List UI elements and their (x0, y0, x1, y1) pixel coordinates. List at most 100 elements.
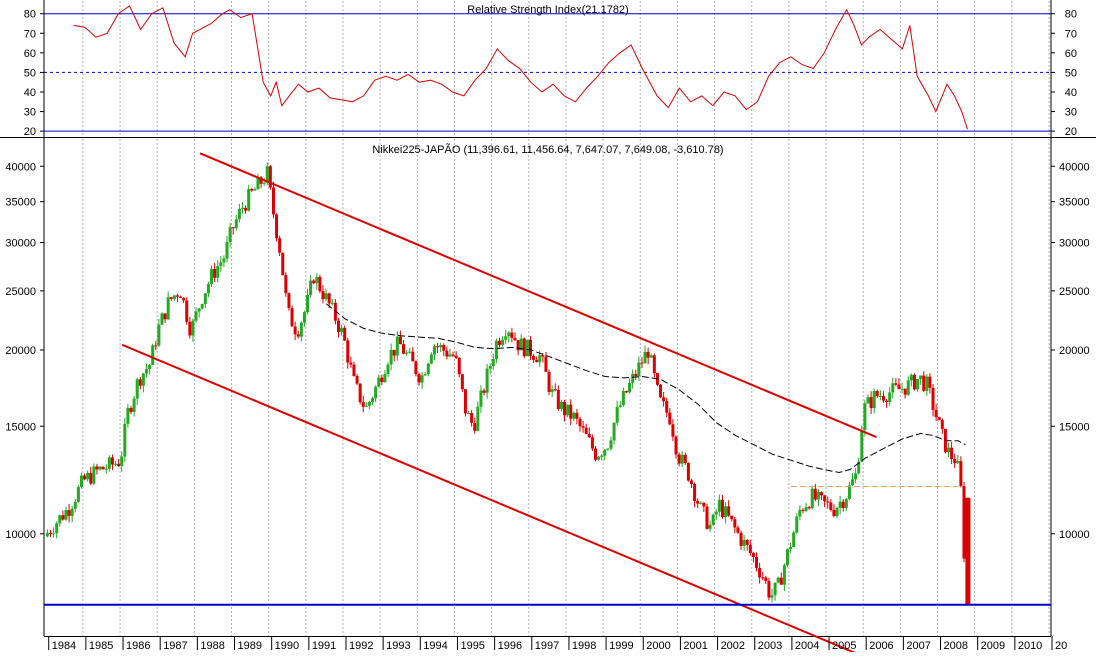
x-tick-label: 1999 (609, 640, 633, 652)
candle-body (457, 357, 461, 375)
candle-body (460, 374, 464, 390)
candle-body (194, 311, 198, 321)
candle-body (405, 352, 409, 354)
price-tick-label-left: 40000 (5, 161, 36, 173)
candle-body (832, 509, 836, 517)
candle-body (414, 361, 418, 375)
candle-body (547, 371, 551, 392)
price-title: Nikkei225-JAPÃO (11,396.61, 11,456.64, 7… (372, 143, 723, 156)
candle-body (52, 533, 56, 535)
candle-body (931, 387, 935, 410)
candle-body (940, 420, 944, 429)
candle-body (860, 430, 864, 462)
candle-body (154, 345, 158, 347)
x-tick-label: 1993 (386, 640, 410, 652)
x-tick-label: 2005 (832, 640, 856, 652)
candle-body (237, 208, 241, 220)
candle-body (343, 328, 347, 341)
candle-body (717, 499, 721, 512)
candle-body (275, 214, 279, 239)
candle-body (947, 447, 951, 453)
x-tick-label: 2004 (795, 640, 819, 652)
candle-body (755, 556, 759, 568)
candle-body (823, 495, 827, 502)
candle-body (213, 268, 217, 278)
candle-body (101, 466, 105, 470)
candle-body (916, 379, 920, 390)
candle-body (402, 344, 406, 354)
candle-body (482, 390, 486, 393)
candle-body (829, 502, 833, 510)
candle-body (262, 182, 266, 184)
candle-body (346, 340, 350, 363)
candle-body (953, 458, 957, 464)
candle-body (702, 502, 706, 507)
candle-body (216, 266, 220, 278)
trend-line (199, 152, 877, 439)
candle-body (166, 297, 170, 320)
candle-body (804, 507, 808, 511)
rsi-tick-label-left: 30 (24, 107, 36, 119)
price-tick-label-left: 25000 (5, 286, 36, 298)
candle-body (61, 515, 65, 520)
candle-body (163, 313, 167, 320)
candle-body (748, 544, 752, 553)
x-tick-label: 2001 (683, 640, 707, 652)
candle-body (374, 386, 378, 399)
candle-body (383, 374, 387, 383)
candle-body (157, 324, 161, 346)
rsi-panel: 20 20 30 30 40 40 50 50 60 60 70 70 80 80 Relative St… (0, 0, 1096, 138)
price-tick-label-right: 15000 (1059, 421, 1090, 433)
candle-body (358, 383, 362, 403)
candle-body (606, 448, 610, 450)
candle-body (693, 484, 697, 501)
candle-body (89, 472, 93, 484)
candle-body (392, 349, 396, 356)
candle-body (705, 506, 709, 529)
candle-body (659, 384, 663, 398)
x-tick-label: 1990 (275, 640, 299, 652)
candle-body (553, 389, 557, 391)
candle-body (309, 280, 313, 295)
candle-body (290, 308, 294, 327)
candle-body (826, 501, 830, 503)
candle-body (426, 363, 430, 375)
candle-body (510, 332, 514, 338)
candle-body (603, 449, 607, 456)
candle-body (785, 549, 789, 566)
x-tick-label: 1995 (460, 640, 484, 652)
candle-body (584, 427, 588, 434)
candle-body (79, 475, 83, 488)
rsi-tick-label-left: 50 (24, 67, 36, 79)
rsi-tick-label-left: 80 (24, 9, 36, 21)
candle-body (820, 492, 824, 496)
candle-body (250, 189, 254, 191)
candle-body (197, 308, 201, 312)
price-candles (45, 162, 971, 605)
candle-body (141, 373, 145, 386)
candle-body (900, 388, 904, 390)
candle-body (813, 488, 817, 500)
candle-body (652, 355, 656, 374)
candle-body (485, 368, 489, 393)
candle-body (761, 577, 765, 579)
rsi-tick-label-left: 40 (24, 87, 36, 99)
candle-body (110, 457, 114, 465)
candle-body (432, 346, 436, 355)
candle-body (708, 524, 712, 529)
candle-body (841, 501, 845, 508)
candle-body (45, 532, 49, 537)
candle-body (377, 377, 381, 387)
candle-body (600, 455, 604, 457)
x-tick-label: 20 (1055, 640, 1067, 652)
candle-body (631, 374, 635, 383)
candle-body (618, 405, 622, 407)
x-axis-ticks: 1984 1985 1986 1987 1988 1989 1990 1991 1992 1993… (48, 636, 1067, 652)
candle-body (144, 369, 148, 374)
candle-body (507, 332, 511, 337)
candle-body (782, 565, 786, 585)
candle-body (451, 354, 455, 356)
candle-body (117, 463, 121, 467)
candle-body (541, 355, 545, 357)
